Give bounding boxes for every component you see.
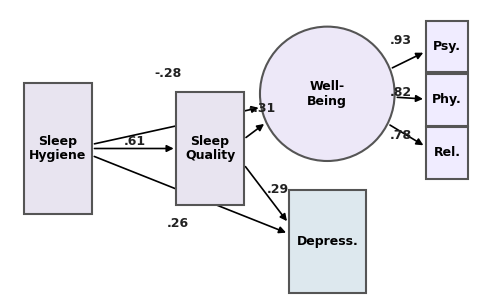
FancyBboxPatch shape [426,127,468,179]
FancyBboxPatch shape [24,83,92,214]
Text: .26: .26 [166,217,189,230]
Ellipse shape [260,27,394,161]
Text: Sleep
Hygiene: Sleep Hygiene [30,135,86,162]
Text: Sleep
Quality: Sleep Quality [185,135,235,162]
Text: Psy.: Psy. [433,40,461,53]
Text: -.28: -.28 [154,67,182,80]
Text: .78: .78 [390,129,411,142]
Text: -.31: -.31 [249,102,276,115]
FancyBboxPatch shape [176,92,244,205]
FancyBboxPatch shape [426,74,468,126]
Text: Depress.: Depress. [296,235,358,248]
FancyBboxPatch shape [288,190,366,293]
Text: Phy.: Phy. [432,93,462,106]
Text: .29: .29 [266,183,288,196]
Text: .61: .61 [124,135,146,148]
FancyBboxPatch shape [426,21,468,72]
Text: Rel.: Rel. [434,146,460,159]
Text: Well-
Being: Well- Being [308,80,347,108]
Text: .93: .93 [390,34,411,47]
Text: .82: .82 [390,86,411,99]
